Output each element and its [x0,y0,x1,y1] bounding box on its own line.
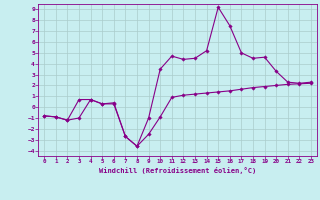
X-axis label: Windchill (Refroidissement éolien,°C): Windchill (Refroidissement éolien,°C) [99,167,256,174]
